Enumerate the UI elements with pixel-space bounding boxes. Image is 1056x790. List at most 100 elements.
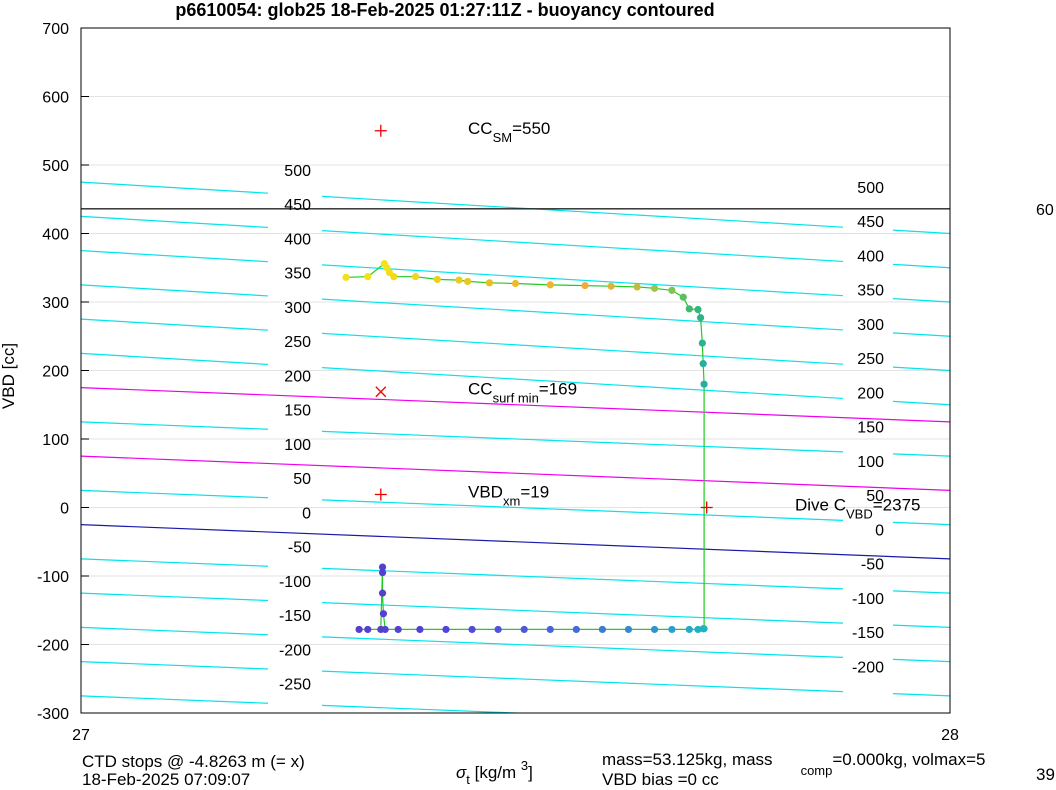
data-point (378, 589, 387, 597)
contour-label-right: 500 (857, 180, 884, 197)
contour-line (892, 298, 950, 303)
contour-line (81, 352, 269, 366)
overflow-number: 39 (1036, 765, 1055, 784)
vbd-bias-text: VBD bias =0 cc (602, 770, 719, 789)
data-point (685, 305, 693, 313)
data-point (342, 273, 350, 281)
marker-label-value: =550 (512, 119, 550, 138)
contour-label-left: 450 (284, 197, 311, 214)
data-point (696, 314, 705, 322)
contour-label-right: 250 (857, 351, 884, 368)
data-point (390, 273, 398, 281)
contour-label-left: 200 (284, 368, 311, 385)
marker-label-main: VBD (468, 482, 503, 501)
marker-label-sub: xm (503, 493, 520, 508)
contour-label-right: -150 (852, 625, 884, 642)
marker-label-main: CC (468, 119, 493, 138)
contour-label-right: 400 (857, 248, 884, 265)
contour-label-right: 150 (857, 420, 884, 437)
reference-line-label: 60 (1036, 202, 1054, 219)
data-point (699, 360, 707, 368)
contour-label-left: 100 (284, 437, 311, 454)
x-axis-label: σt [kg/m 3] (456, 758, 533, 787)
marker-label: Dive CVBD=2375 (795, 496, 921, 522)
contour-line (81, 695, 269, 704)
data-point (572, 625, 580, 634)
contour-line (81, 284, 269, 297)
y-tick-label: 100 (42, 432, 69, 449)
timestamp-text: 18-Feb-2025 07:09:07 (82, 770, 251, 789)
contour-line (321, 298, 844, 331)
contour-label-left: -50 (288, 540, 311, 557)
contour-line (321, 567, 844, 590)
marker-label-sub: SM (493, 130, 513, 145)
contour-line (892, 693, 950, 697)
data-point (546, 281, 554, 289)
contour-label-left: 400 (284, 231, 311, 248)
contour-line (892, 453, 950, 457)
contour-label-right: 300 (857, 317, 884, 334)
y-tick-label: 600 (42, 90, 69, 107)
contour-line (81, 387, 950, 423)
x-axis-unit-sup: 3 (521, 758, 528, 773)
data-point (607, 282, 615, 290)
marker-label-sub: surf min (493, 391, 539, 406)
data-point (511, 279, 520, 288)
contour-label-right: 350 (857, 283, 884, 300)
contour-line (81, 626, 269, 636)
y-tick-label: 500 (42, 158, 69, 175)
x-axis-symbol-sub: t (466, 772, 470, 787)
contour-label-right: -50 (861, 557, 884, 574)
data-point (442, 625, 450, 634)
contour-line (81, 318, 269, 331)
contour-label-right: 100 (857, 454, 884, 471)
contour-label-left: -150 (279, 608, 311, 625)
data-point (464, 277, 472, 286)
data-point (694, 625, 702, 634)
marker-label-value: =19 (520, 482, 549, 501)
contour-label-left: 300 (284, 300, 311, 317)
contour-line (81, 558, 269, 567)
x-axis-unit-end: ] (528, 763, 533, 782)
chart-title: p6610054: glob25 18-Feb-2025 01:27:11Z -… (175, 0, 714, 20)
x-axis-unit: [kg/m (470, 763, 521, 782)
contour-label-right: 200 (857, 385, 884, 402)
marker-label: VBDxm=19 (468, 482, 549, 508)
y-tick-label: -100 (37, 569, 69, 586)
contour-label-left: -200 (279, 642, 311, 659)
mass-text-sub: comp (800, 763, 833, 778)
contour-line (321, 704, 531, 713)
contour-line (81, 181, 269, 194)
contour-line (81, 421, 269, 430)
contour-label-left: 500 (284, 163, 311, 180)
contour-line (892, 624, 950, 628)
ctd-stops-text: CTD stops @ -4.8263 m (= x) (82, 752, 305, 771)
contour-label-right: -200 (852, 659, 884, 676)
contour-label-left: 250 (284, 334, 311, 351)
mass-text: mass=53.125kg, mass comp=0.000kg, volmax=… (602, 750, 986, 779)
contour-line (321, 195, 844, 228)
marker-label-main: CC (468, 380, 493, 399)
contour-line (892, 590, 950, 594)
contour-line (321, 670, 844, 693)
contour-line (81, 592, 269, 602)
marker-label: CCsurf min=169 (468, 380, 577, 406)
data-point (378, 563, 387, 571)
contour-label-right: 50 (866, 488, 884, 505)
contour-lines (81, 181, 950, 713)
contour-label-left: -250 (279, 677, 311, 694)
data-point (598, 625, 607, 634)
mass-text-post: =0.000kg, volmax=5 (832, 750, 986, 769)
data-point (694, 305, 702, 314)
contour-label-left: 0 (302, 505, 311, 522)
y-tick-label: 200 (42, 364, 69, 381)
data-point (624, 625, 633, 634)
data-point (379, 610, 388, 618)
data-point (668, 625, 676, 634)
data-point (679, 293, 687, 301)
contour-line (321, 367, 844, 400)
data-point (394, 625, 402, 634)
data-point (468, 625, 476, 634)
contour-line (321, 332, 844, 365)
contour-line (892, 229, 950, 235)
